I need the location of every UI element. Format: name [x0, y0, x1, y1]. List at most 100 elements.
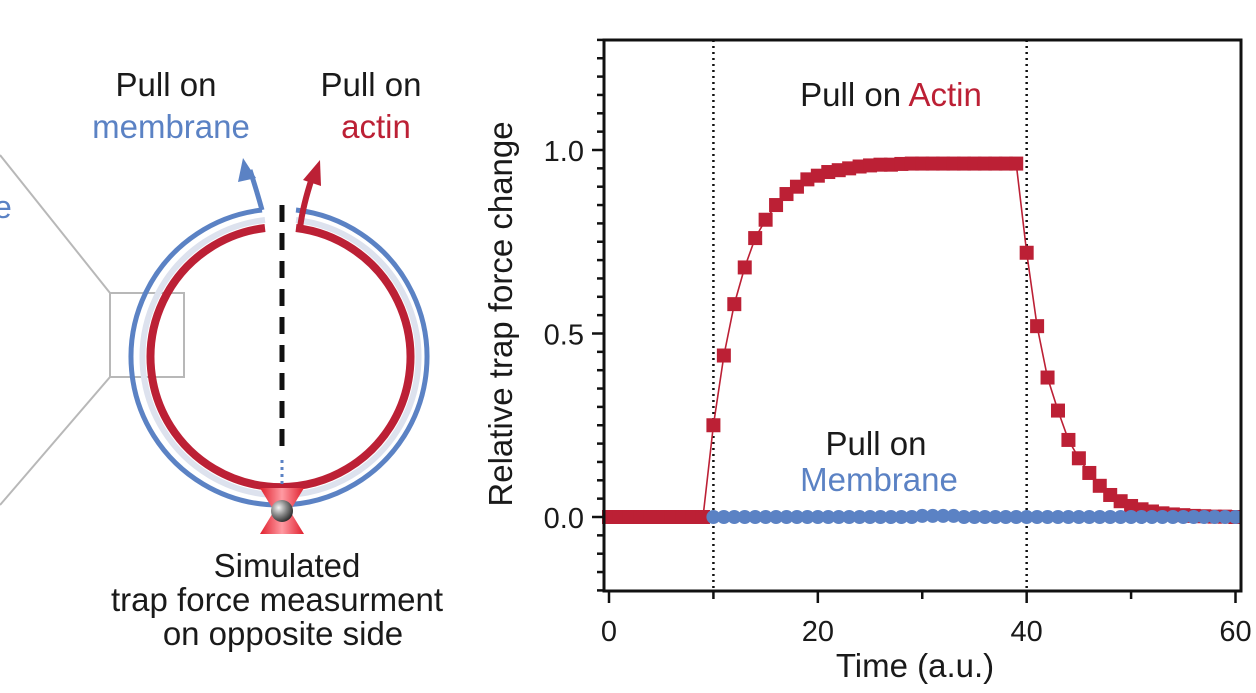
series-0-point-44 [1061, 432, 1076, 447]
annotation-pull-actin: Pull on Actin [800, 76, 982, 113]
series-1-point-27 [988, 510, 1003, 524]
series-1-point-28 [998, 510, 1013, 524]
pull-membrane-label-line2: membrane [92, 108, 250, 145]
series-1-point-20 [915, 508, 930, 523]
series-1-point-50 [1228, 510, 1243, 524]
edge-letter: e [0, 189, 12, 225]
series-0-point-11 [716, 348, 731, 363]
series-1-point-33 [1050, 510, 1065, 524]
series-0-point-14 [748, 231, 763, 246]
series-1-point-36 [1082, 510, 1097, 524]
chart-series-layer [602, 156, 1243, 524]
series-1-point-4 [748, 510, 763, 524]
series-1-point-16 [873, 510, 888, 524]
y-tick-label-0: 0.0 [544, 503, 584, 535]
series-1-point-40 [1124, 510, 1139, 524]
annotation-pull-actin-word: Actin [908, 76, 981, 113]
series-0-point-9 [695, 510, 710, 524]
y-tick-label-1: 0.5 [544, 320, 584, 352]
series-0-point-12 [727, 297, 742, 312]
series-0-point-13 [737, 260, 752, 275]
series-1-point-5 [758, 510, 773, 524]
annotation-pull-membrane-line2: Membrane [800, 461, 958, 498]
series-0-point-46 [1082, 465, 1097, 480]
series-1-point-2 [727, 510, 742, 524]
series-1-point-26 [977, 510, 992, 524]
series-1-point-9 [800, 510, 815, 524]
series-1-point-23 [946, 508, 961, 523]
series-0-point-45 [1071, 451, 1086, 466]
x-tick-label-1: 20 [802, 616, 834, 648]
chart: 0.0 0.5 1.0 0 20 40 60 Relative trap force cha… [482, 38, 1252, 684]
series-1-point-19 [904, 510, 919, 524]
caption-line3: on opposite side [163, 615, 403, 652]
series-0-point-16 [769, 198, 784, 213]
series-0-point-43 [1050, 403, 1065, 418]
series-0-point-39 [1009, 156, 1024, 171]
series-1-point-1 [716, 510, 731, 524]
series-1-point-12 [831, 510, 846, 524]
series-1-point-17 [883, 510, 898, 524]
annotation-pull-membrane-line1: Pull on [826, 425, 927, 462]
series-1-point-44 [1165, 510, 1180, 524]
x-tick-label-0: 0 [601, 616, 617, 648]
series-1-point-38 [1103, 510, 1118, 524]
series-1-point-39 [1113, 510, 1128, 524]
series-1-point-0 [706, 510, 721, 524]
series-1-point-32 [1040, 510, 1055, 524]
series-0-point-15 [758, 212, 773, 227]
series-1-point-48 [1207, 510, 1222, 524]
annotation-pull-actin-prefix: Pull on [800, 76, 901, 113]
pull-membrane-label-line1: Pull on [116, 66, 217, 103]
series-1-point-30 [1019, 510, 1034, 524]
series-1-point-3 [737, 510, 752, 524]
series-1-point-31 [1030, 510, 1045, 524]
series-1-point-15 [863, 510, 878, 524]
series-1-point-49 [1218, 510, 1233, 524]
zoom-line-bottom [0, 376, 111, 506]
pull-actin-label-line2: actin [341, 108, 411, 145]
chart-axes: 0.0 0.5 1.0 0 20 40 60 [544, 38, 1252, 648]
cell-actin-cortex [146, 224, 415, 491]
series-1-point-43 [1155, 510, 1170, 524]
series-1-point-14 [852, 510, 867, 524]
series-1-point-29 [1009, 510, 1024, 524]
x-axis-label: Time (a.u.) [836, 647, 994, 684]
series-1-point-45 [1176, 510, 1191, 524]
series-0-point-41 [1030, 319, 1045, 334]
series-1-point-8 [789, 510, 804, 524]
trapped-bead-icon [271, 500, 293, 522]
series-1-point-25 [967, 510, 982, 524]
series-1-point-41 [1134, 510, 1149, 524]
pull-actin-label-line1: Pull on [321, 66, 422, 103]
zoom-line-top [0, 154, 111, 294]
series-0-point-42 [1040, 370, 1055, 385]
x-tick-label-3: 60 [1219, 616, 1251, 648]
actin-arrowhead [303, 160, 321, 186]
series-1-point-47 [1197, 510, 1212, 524]
cell-outer-membrane [128, 207, 430, 508]
x-tick-label-2: 40 [1011, 616, 1043, 648]
series-1-point-34 [1061, 510, 1076, 524]
membrane-arrowhead [238, 158, 256, 182]
series-1-point-24 [957, 510, 972, 524]
caption-line2: trap force measurment [111, 581, 443, 618]
series-1-point-22 [936, 508, 951, 523]
series-1-point-21 [925, 508, 940, 523]
series-1-point-11 [821, 510, 836, 524]
series-1-point-13 [842, 510, 857, 524]
series-1-point-6 [769, 510, 784, 524]
series-1-point-18 [894, 510, 909, 524]
chart-guides [712, 40, 1028, 591]
schematic-diagram: e Pull on membrane Pull on actin Simulat… [0, 66, 443, 652]
y-axis-label: Relative trap force change [482, 121, 519, 506]
series-1-point-35 [1071, 510, 1086, 524]
series-1-point-42 [1144, 510, 1159, 524]
series-0-point-40 [1019, 245, 1034, 260]
series-1-point-7 [779, 510, 794, 524]
series-1-point-37 [1092, 510, 1107, 524]
y-tick-label-2: 1.0 [544, 136, 584, 168]
series-1-point-46 [1186, 510, 1201, 524]
caption-line1: Simulated [214, 547, 361, 584]
